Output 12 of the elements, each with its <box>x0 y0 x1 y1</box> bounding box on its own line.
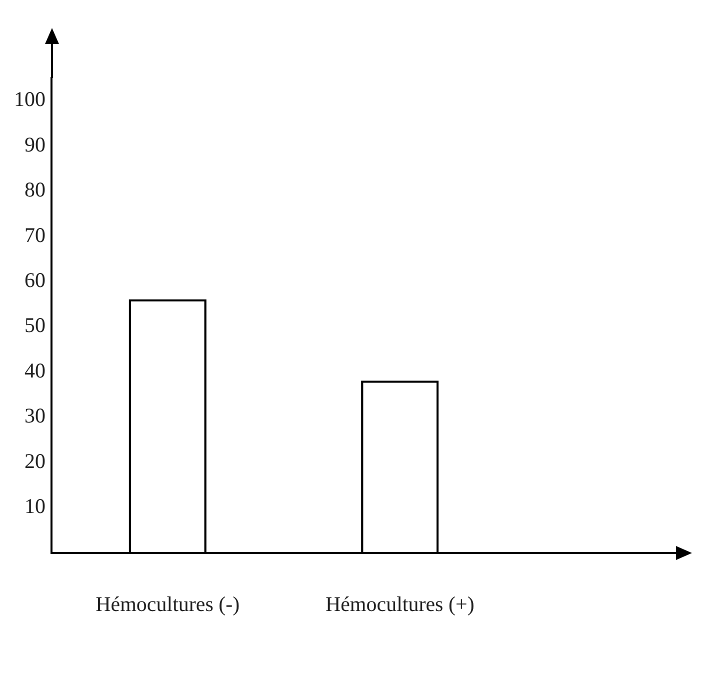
y-tick-label: 70 <box>24 222 46 247</box>
y-tick-label: 40 <box>24 358 46 382</box>
y-tick-label: 20 <box>24 448 46 473</box>
y-tick-label: 30 <box>24 404 46 428</box>
y-tick-label: 80 <box>24 178 46 202</box>
x-tick-label: Hémocultures (-) <box>96 592 240 616</box>
y-tick-label: 100 <box>14 87 46 112</box>
y-tick-label: 90 <box>24 132 46 156</box>
y-tick-label: 60 <box>24 268 46 292</box>
y-tick-label: 10 <box>24 494 46 518</box>
x-tick-label: Hémocultures (+) <box>325 592 474 616</box>
y-tick-label: 50 <box>24 313 46 338</box>
